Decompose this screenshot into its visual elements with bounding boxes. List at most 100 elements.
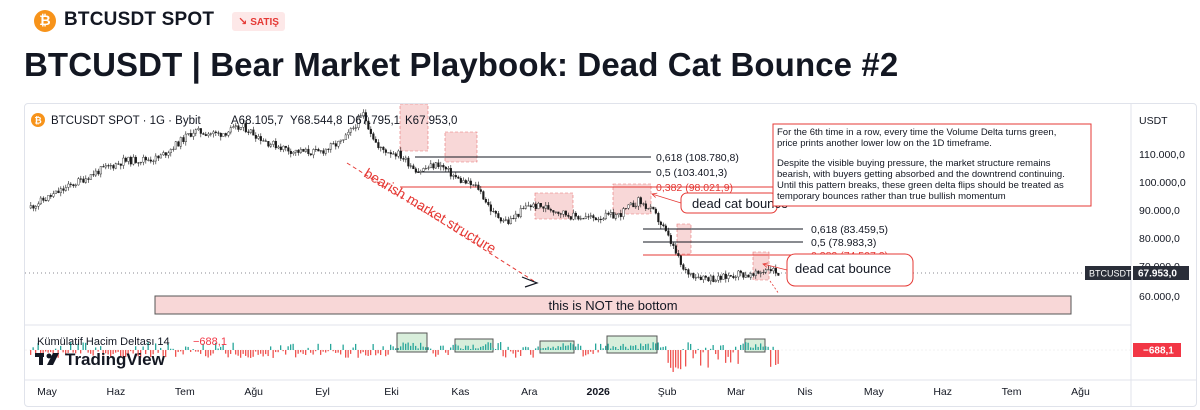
- delta-bar: [167, 343, 169, 350]
- note-line: bearish, with buyers getting absorbed an…: [777, 169, 1065, 180]
- time-tick: Eyl: [315, 386, 330, 398]
- delta-bar: [410, 345, 412, 350]
- delta-bar: [200, 350, 202, 354]
- delta-bar: [575, 346, 577, 350]
- candle: [214, 131, 217, 133]
- indicator-name[interactable]: Kümülatif Hacim Deltası 14: [37, 336, 170, 348]
- candle: [172, 148, 175, 150]
- delta-bar: [472, 344, 474, 350]
- delta-bar: [260, 350, 262, 354]
- delta-bar: [660, 347, 662, 350]
- delta-bar: [727, 350, 729, 357]
- delta-bar: [157, 350, 159, 353]
- delta-bar: [350, 350, 352, 354]
- delta-bar: [700, 350, 702, 366]
- delta-bar: [482, 345, 484, 350]
- currency-label[interactable]: USDT: [1139, 115, 1168, 127]
- candle: [64, 187, 67, 191]
- candle: [739, 270, 742, 273]
- candle: [502, 220, 505, 222]
- delta-bar: [317, 343, 319, 350]
- delta-bar: [130, 350, 132, 352]
- delta-bar: [115, 350, 117, 353]
- candle: [479, 189, 482, 192]
- delta-bar: [172, 348, 174, 350]
- candle: [279, 146, 282, 150]
- price-tick: 110.000,0: [1139, 149, 1185, 161]
- delta-bar: [185, 346, 187, 350]
- delta-bar: [420, 342, 422, 350]
- delta-bar: [95, 347, 97, 350]
- delta-bar: [685, 350, 687, 367]
- candle: [514, 213, 517, 219]
- delta-bar: [160, 347, 162, 350]
- delta-bar: [45, 350, 47, 352]
- volume-delta-bars[interactable]: [30, 342, 779, 372]
- last-price-label: 67.953,0: [1138, 269, 1177, 280]
- arrow-icon: [652, 194, 682, 204]
- delta-bar: [565, 345, 567, 350]
- candle: [162, 152, 165, 156]
- delta-bar: [250, 350, 252, 358]
- delta-bar: [652, 342, 654, 350]
- price-candles[interactable]: [29, 109, 780, 285]
- delta-bar: [427, 347, 429, 350]
- fib-label: 0,618 (108.780,8): [656, 152, 739, 164]
- delta-bar: [300, 350, 302, 353]
- candle: [457, 176, 460, 179]
- delta-bar: [352, 347, 354, 350]
- delta-bar: [737, 350, 739, 364]
- chart-frame[interactable]: this is NOT the bottom 0,618 (108.780,8)…: [24, 103, 1197, 407]
- time-axis[interactable]: May Haz Tem Ağu Eyl Eki Kas Ara 2026 Şub Mar Nis May…: [37, 386, 1090, 398]
- delta-bar: [67, 350, 69, 353]
- delta-bar: [105, 350, 107, 354]
- candle: [737, 270, 740, 278]
- header: ₿ BTCUSDT SPOT ↘ SATIŞ BTCUSDT | Bear Mar…: [0, 0, 1200, 100]
- delta-bar: [470, 348, 472, 350]
- delta-bar: [370, 350, 372, 356]
- candle: [134, 156, 137, 163]
- delta-bar: [47, 350, 49, 353]
- delta-bar: [490, 342, 492, 350]
- delta-bar: [362, 350, 364, 353]
- delta-bar: [467, 345, 469, 350]
- delta-bar: [97, 350, 99, 352]
- delta-bar: [302, 350, 304, 354]
- candle: [72, 184, 75, 187]
- delta-bar: [197, 350, 199, 352]
- delta-bar: [375, 350, 377, 356]
- candle: [154, 155, 157, 162]
- delta-bar: [270, 346, 272, 350]
- idea-title: BTCUSDT | Bear Market Playbook: Dead Cat…: [24, 46, 899, 83]
- candle: [37, 203, 40, 207]
- delta-bar: [425, 347, 427, 350]
- delta-bar: [30, 350, 32, 355]
- candle: [357, 117, 360, 129]
- candle: [447, 168, 450, 170]
- delta-bar: [217, 348, 219, 350]
- candle: [54, 190, 57, 194]
- tradingview-watermark: TradingView: [65, 350, 166, 369]
- candle: [167, 152, 170, 156]
- candle: [697, 276, 700, 278]
- candle: [684, 269, 687, 271]
- delta-bar: [232, 342, 234, 350]
- legend-symbol[interactable]: BTCUSDT SPOT · 1G · Bybit: [51, 115, 202, 127]
- delta-bar: [40, 350, 42, 354]
- delta-bar: [555, 348, 557, 350]
- delta-bar: [620, 345, 622, 350]
- delta-bar: [170, 348, 172, 350]
- delta-bar: [487, 342, 489, 350]
- delta-bar: [35, 350, 37, 355]
- symbol-link[interactable]: BTCUSDT SPOT: [64, 9, 215, 30]
- delta-bar: [65, 350, 67, 355]
- candle: [199, 128, 202, 134]
- delta-bar: [220, 346, 222, 350]
- delta-bar: [60, 345, 62, 350]
- delta-bar: [90, 350, 92, 354]
- fib-retracement-1[interactable]: 0,618 (108.780,8) 0,5 (103.401,3) 0,382 …: [400, 152, 773, 194]
- delta-bar: [617, 348, 619, 350]
- candle: [752, 273, 755, 276]
- analysis-note-box: [772, 123, 1092, 207]
- chart-svg[interactable]: this is NOT the bottom 0,618 (108.780,8)…: [25, 104, 1196, 406]
